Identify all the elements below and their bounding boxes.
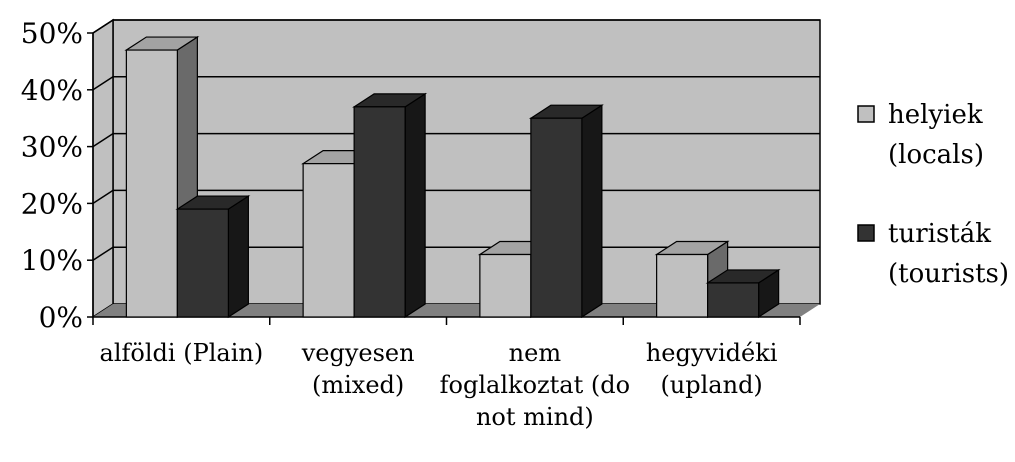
- y-tick-label: 40%: [21, 74, 83, 107]
- legend-label: turisták (tourists): [888, 219, 1009, 289]
- category-label: vegyesen (mixed): [301, 339, 415, 399]
- category-label-line: not mind): [476, 403, 594, 431]
- y-tick-label: 0%: [39, 301, 83, 334]
- bar-1-0: [175, 194, 251, 319]
- category-label: alföldi (Plain): [100, 339, 264, 367]
- bar-front: [656, 253, 709, 318]
- legend-label-line: (tourists): [888, 259, 1009, 289]
- legend-label-line: (locals): [888, 140, 984, 170]
- legend-swatch: [857, 105, 875, 123]
- category-label-line: hegyvidéki: [646, 339, 778, 367]
- side-wall: [92, 18, 114, 319]
- y-tick-label: 50%: [21, 17, 83, 50]
- category-label-line: foglalkoztat (do: [440, 371, 630, 399]
- bar-front: [530, 117, 583, 318]
- x-axis: alföldi (Plain) vegyesen (mixed) nem foglalk…: [92, 316, 801, 431]
- category-label: hegyvidéki (upland): [646, 339, 778, 399]
- category-label-line: (mixed): [312, 371, 404, 399]
- category-label-line: (upland): [660, 371, 762, 399]
- y-tick-label: 30%: [21, 131, 83, 164]
- legend-entry: turisták (tourists): [857, 219, 1009, 289]
- legend-label-line: helyiek: [888, 100, 983, 130]
- y-axis: 0% 10% 20% 30% 40% 50%: [21, 17, 94, 334]
- legend-label: helyiek (locals): [888, 100, 984, 170]
- bar-front: [176, 208, 229, 318]
- gridline: [92, 76, 820, 91]
- bar-1-3: [705, 268, 781, 319]
- floor: [93, 304, 820, 317]
- category-label-line: alföldi (Plain): [100, 339, 264, 367]
- bar-front: [353, 106, 406, 318]
- category-label-line: vegyesen: [301, 339, 415, 367]
- bars: [124, 35, 781, 319]
- bar-1-2: [528, 104, 604, 319]
- category-label-line: nem: [509, 339, 562, 367]
- legend-label-line: turisták: [888, 219, 991, 249]
- gridline: [92, 19, 820, 34]
- y-tick-label: 10%: [21, 244, 83, 277]
- bar-side: [581, 104, 603, 319]
- legend: helyiek (locals) turisták (tourists): [857, 100, 1009, 289]
- legend-entry: helyiek (locals): [857, 100, 984, 170]
- bar-side: [404, 92, 426, 319]
- bar-front: [707, 282, 760, 318]
- bar-front: [479, 253, 532, 318]
- bar-front: [125, 49, 178, 318]
- bar-side: [227, 194, 249, 319]
- bar-1-1: [352, 92, 428, 319]
- category-label: nem foglalkoztat (do not mind): [440, 339, 630, 431]
- y-tick-label: 20%: [21, 187, 83, 220]
- legend-swatch: [857, 224, 875, 242]
- bar-front: [302, 163, 355, 318]
